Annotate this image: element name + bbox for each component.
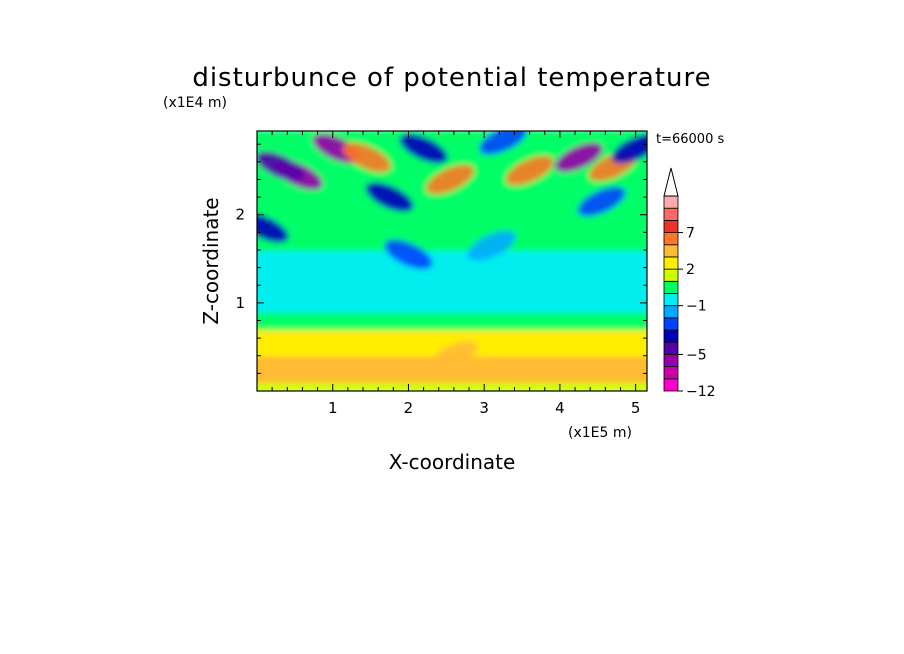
field-feature-15 bbox=[467, 230, 516, 261]
colorbar-swatch bbox=[663, 341, 679, 355]
colorbar-swatch bbox=[663, 378, 679, 392]
field-feature-8 bbox=[479, 131, 528, 155]
field-feature-14 bbox=[384, 239, 433, 270]
y-tick-label: 1 bbox=[235, 294, 245, 312]
field-feature-3 bbox=[342, 142, 391, 173]
colorbar-tick-label: 2 bbox=[686, 262, 695, 278]
field-feature-4 bbox=[365, 182, 414, 212]
colorbar-tick-label: 7 bbox=[686, 226, 695, 242]
x-tick-label: 3 bbox=[479, 399, 489, 417]
y-axis-label: Z-coordinate bbox=[199, 197, 223, 324]
colorbar-swatch bbox=[663, 207, 679, 221]
field-band-4 bbox=[257, 275, 647, 313]
colorbar-swatch bbox=[663, 354, 679, 368]
plot-frame bbox=[256, 130, 648, 392]
colorbar-swatch bbox=[663, 317, 679, 331]
x-tick-label: 2 bbox=[404, 399, 414, 417]
x-unit-label: (x1E5 m) bbox=[568, 425, 632, 441]
contour-field bbox=[257, 131, 647, 391]
colorbar-swatch bbox=[663, 268, 679, 282]
y-tick-label: 2 bbox=[235, 206, 245, 224]
colorbar-swatch bbox=[663, 280, 679, 294]
colorbar-swatch bbox=[663, 293, 679, 307]
colorbar: −12−5−127 bbox=[663, 167, 716, 400]
x-tick-label: 5 bbox=[631, 399, 641, 417]
colorbar-swatch bbox=[663, 244, 679, 258]
colorbar-swatch bbox=[663, 232, 679, 246]
colorbar-swatch bbox=[663, 256, 679, 270]
field-feature-1 bbox=[257, 151, 304, 182]
colorbar-extend-arrow bbox=[663, 167, 679, 197]
colorbar-tick-label: −1 bbox=[686, 299, 707, 315]
chart-title: disturbunce of potential temperature bbox=[192, 63, 711, 93]
colorbar-swatch bbox=[663, 195, 679, 209]
field-band-0 bbox=[257, 381, 647, 391]
field-feature-10 bbox=[554, 142, 603, 173]
time-label: t=66000 s bbox=[656, 132, 724, 147]
field-band-5 bbox=[257, 248, 647, 278]
field-feature-9 bbox=[505, 155, 554, 186]
field-smoothing bbox=[257, 131, 647, 391]
x-axis-label: X-coordinate bbox=[389, 450, 516, 474]
colorbar-swatch bbox=[663, 329, 679, 343]
field-feature-5 bbox=[257, 213, 289, 243]
field-band-3 bbox=[257, 310, 647, 331]
field-feature-12 bbox=[577, 186, 626, 217]
colorbar-swatch bbox=[663, 366, 679, 380]
y-unit-label: (x1E4 m) bbox=[163, 95, 227, 111]
x-tick-label: 4 bbox=[555, 399, 565, 417]
colorbar-tick-label: −5 bbox=[686, 347, 707, 363]
colorbar-swatch bbox=[663, 219, 679, 233]
field-feature-13 bbox=[611, 133, 647, 164]
field-feature-6 bbox=[399, 133, 448, 164]
colorbar-tick-label: −12 bbox=[686, 384, 716, 400]
field-feature-7 bbox=[426, 164, 475, 195]
field-feature-16 bbox=[429, 340, 478, 371]
field-band-6 bbox=[257, 218, 647, 251]
x-tick-label: 1 bbox=[328, 399, 338, 417]
axes-ticks: 1 2 3 4 5 1 2 bbox=[235, 131, 647, 417]
colorbar-swatch bbox=[663, 305, 679, 319]
